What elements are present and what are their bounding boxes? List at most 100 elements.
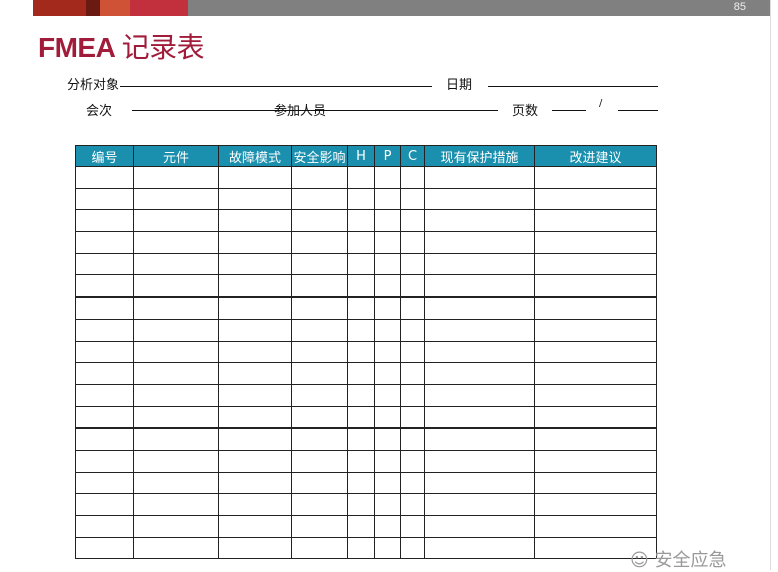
table-cell[interactable] [400,405,425,430]
table-cell[interactable] [534,187,657,211]
table-cell[interactable] [374,383,401,407]
table-cell[interactable] [291,536,348,560]
table-cell[interactable] [291,187,348,211]
table-cell[interactable] [400,493,425,516]
table-cell[interactable] [291,166,348,189]
table-cell[interactable] [534,166,657,189]
table-cell[interactable] [534,362,657,385]
table-cell[interactable] [133,493,219,516]
table-cell[interactable] [424,274,535,299]
table-cell[interactable] [347,471,375,495]
table-cell[interactable] [424,340,535,364]
table-cell[interactable] [374,536,401,560]
table-cell[interactable] [133,252,219,276]
table-cell[interactable] [133,231,219,254]
table-cell[interactable] [291,252,348,276]
table-cell[interactable] [218,362,292,385]
table-cell[interactable] [291,383,348,407]
table-cell[interactable] [75,318,134,342]
table-cell[interactable] [424,493,535,516]
table-cell[interactable] [133,362,219,385]
table-cell[interactable] [218,274,292,299]
table-cell[interactable] [400,274,425,299]
table-cell[interactable] [424,231,535,254]
table-cell[interactable] [218,187,292,211]
table-cell[interactable] [347,231,375,254]
table-cell[interactable] [424,427,535,451]
table-cell[interactable] [291,493,348,516]
table-cell[interactable] [75,405,134,430]
table-cell[interactable] [291,340,348,364]
table-cell[interactable] [75,252,134,276]
table-cell[interactable] [400,296,425,320]
table-cell[interactable] [291,471,348,495]
table-cell[interactable] [424,405,535,430]
table-cell[interactable] [534,252,657,276]
table-cell[interactable] [347,252,375,276]
table-cell[interactable] [291,362,348,385]
table-cell[interactable] [347,493,375,516]
table-cell[interactable] [291,405,348,430]
table-cell[interactable] [347,536,375,560]
table-cell[interactable] [218,166,292,189]
table-cell[interactable] [291,515,348,538]
table-cell[interactable] [424,383,535,407]
table-cell[interactable] [218,318,292,342]
table-cell[interactable] [400,362,425,385]
table-cell[interactable] [400,471,425,495]
table-cell[interactable] [347,340,375,364]
table-cell[interactable] [133,340,219,364]
table-cell[interactable] [347,166,375,189]
table-cell[interactable] [133,449,219,473]
table-cell[interactable] [218,296,292,320]
table-cell[interactable] [374,187,401,211]
table-cell[interactable] [75,187,134,211]
table-cell[interactable] [291,318,348,342]
table-cell[interactable] [424,296,535,320]
table-cell[interactable] [534,471,657,495]
table-cell[interactable] [218,493,292,516]
table-cell[interactable] [534,274,657,299]
table-cell[interactable] [400,515,425,538]
table-cell[interactable] [218,471,292,495]
table-cell[interactable] [75,231,134,254]
table-cell[interactable] [534,405,657,430]
table-cell[interactable] [133,274,219,299]
table-cell[interactable] [534,209,657,233]
table-cell[interactable] [534,427,657,451]
table-cell[interactable] [347,515,375,538]
table-cell[interactable] [374,231,401,254]
table-cell[interactable] [133,405,219,430]
table-cell[interactable] [291,427,348,451]
table-cell[interactable] [534,340,657,364]
table-cell[interactable] [534,231,657,254]
table-cell[interactable] [400,252,425,276]
table-cell[interactable] [374,471,401,495]
table-cell[interactable] [218,383,292,407]
table-cell[interactable] [75,209,134,233]
table-cell[interactable] [374,209,401,233]
table-cell[interactable] [75,449,134,473]
table-cell[interactable] [374,405,401,430]
table-cell[interactable] [291,296,348,320]
table-cell[interactable] [400,383,425,407]
table-cell[interactable] [347,296,375,320]
table-cell[interactable] [347,427,375,451]
table-cell[interactable] [374,252,401,276]
table-cell[interactable] [374,515,401,538]
table-cell[interactable] [424,362,535,385]
table-cell[interactable] [347,274,375,299]
table-cell[interactable] [534,536,657,560]
table-cell[interactable] [400,340,425,364]
table-cell[interactable] [218,405,292,430]
table-cell[interactable] [75,340,134,364]
table-cell[interactable] [75,362,134,385]
table-cell[interactable] [133,209,219,233]
table-cell[interactable] [374,296,401,320]
table-cell[interactable] [75,471,134,495]
table-cell[interactable] [534,383,657,407]
table-cell[interactable] [534,493,657,516]
table-cell[interactable] [75,427,134,451]
table-cell[interactable] [218,340,292,364]
table-cell[interactable] [218,427,292,451]
